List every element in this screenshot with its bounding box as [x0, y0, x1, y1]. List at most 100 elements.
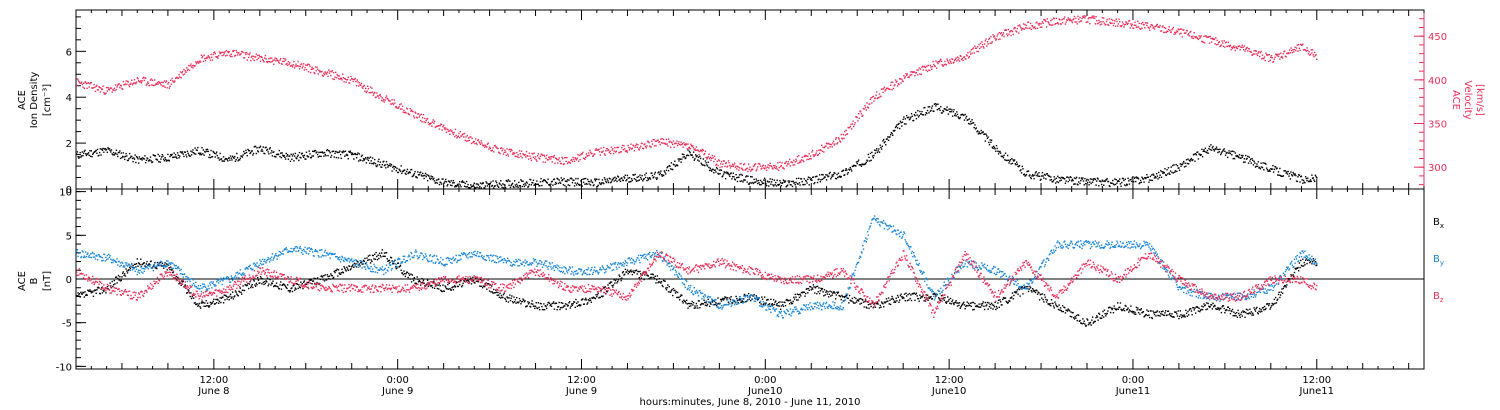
bx-series-point: [268, 283, 270, 285]
ion-density-series-point: [606, 178, 608, 180]
ion-density-series-point: [1157, 178, 1159, 180]
velocity-series-point: [715, 164, 717, 166]
bx-series-point: [238, 291, 241, 293]
velocity-series-point: [775, 166, 778, 168]
bx-series-point: [345, 270, 347, 272]
ion-density-series-point: [1095, 184, 1097, 186]
velocity-series-point: [288, 63, 290, 65]
velocity-series-point: [550, 155, 553, 158]
ion-density-series-point: [502, 183, 504, 185]
bx-series-point: [452, 289, 455, 291]
ion-density-series-point: [864, 162, 867, 165]
velocity-series-point: [997, 38, 1000, 41]
bx-series-point: [332, 276, 335, 279]
ion-density-series-point: [964, 113, 966, 116]
velocity-series-point: [874, 97, 877, 99]
velocity-series-point: [217, 57, 219, 59]
velocity-series-point: [784, 162, 787, 164]
velocity-series-point: [273, 63, 275, 65]
ion-density-series-point: [967, 119, 969, 121]
ion-density-series-point: [976, 131, 978, 133]
velocity-series-point: [894, 84, 896, 86]
velocity-series-point: [523, 153, 525, 156]
bx-series-point: [743, 293, 746, 296]
ion-density-series-point: [179, 155, 181, 157]
velocity-series-point: [801, 156, 803, 158]
velocity-series-point: [976, 50, 978, 53]
bx-series-point: [399, 265, 402, 267]
ion-density-series-point: [580, 180, 582, 182]
ion-density-series-point: [999, 152, 1002, 154]
velocity-series-point: [1168, 26, 1170, 28]
bx-series-point: [126, 270, 128, 272]
ion-density-series-point: [834, 172, 836, 174]
bx-series-point: [653, 276, 655, 279]
ion-density-series-point: [335, 150, 337, 153]
velocity-series-point: [1265, 52, 1267, 54]
ion-density-series-point: [910, 116, 912, 119]
ion-density-series-point: [814, 181, 816, 184]
velocity-series-point: [711, 157, 713, 160]
velocity-series-point: [738, 169, 740, 171]
ion-density-series-point: [330, 154, 333, 157]
bx-series-point: [80, 291, 82, 294]
velocity-series-point: [387, 98, 389, 100]
bx-series-point: [196, 303, 198, 305]
ion-density-series-point: [1015, 161, 1018, 163]
ion-density-series-point: [1071, 178, 1074, 181]
bx-series-point: [534, 305, 537, 307]
velocity-series-point: [779, 161, 781, 163]
velocity-series-point: [251, 55, 253, 57]
ion-density-series-point: [1273, 168, 1276, 171]
velocity-series-point: [339, 78, 341, 81]
ion-density-series-point: [618, 179, 620, 181]
ion-density-series-point: [730, 172, 732, 174]
bx-series-point: [289, 290, 292, 292]
ion-density-series-point: [902, 118, 904, 121]
ion-density-series-point: [619, 178, 621, 181]
bx-series-point: [303, 280, 306, 282]
bx-series-point: [237, 295, 239, 297]
ion-density-series-point: [374, 162, 377, 165]
velocity-series-point: [272, 59, 274, 61]
velocity-series-point: [697, 149, 699, 151]
ion-density-series-point: [180, 151, 182, 153]
ion-density-series-point: [378, 158, 380, 161]
bx-series-point: [693, 307, 696, 309]
velocity-series-point: [676, 140, 678, 142]
velocity-series-point: [126, 83, 128, 86]
ion-density-series-point: [513, 180, 516, 182]
ion-density-series-point: [724, 172, 726, 174]
bx-series-point: [89, 290, 92, 292]
velocity-series-point: [661, 138, 663, 140]
velocity-series-point: [356, 79, 359, 81]
ion-density-series-point: [869, 160, 871, 162]
velocity-series-point: [892, 87, 895, 90]
ion-density-series-point: [1236, 154, 1239, 157]
ion-density-series-point: [190, 154, 193, 156]
velocity-series-point: [1105, 23, 1107, 26]
bx-series-point: [587, 302, 589, 304]
bx-series-point: [603, 286, 606, 289]
bx-series-point: [484, 285, 486, 288]
ion-density-series-point: [415, 176, 418, 178]
velocity-series-point: [962, 59, 964, 62]
velocity-series-point: [198, 61, 200, 63]
velocity-series-point: [1279, 58, 1281, 60]
bx-series-point: [120, 279, 122, 282]
ion-density-series-point: [418, 173, 420, 176]
ion-density-series-point: [458, 183, 460, 185]
velocity-series-point: [314, 66, 317, 68]
ion-density-series-point: [142, 157, 144, 159]
ion-density-series-point: [78, 156, 81, 158]
bx-series-point: [541, 305, 543, 308]
bx-series-point: [338, 272, 340, 274]
velocity-series-point: [124, 83, 126, 86]
velocity-series-point: [98, 86, 101, 89]
velocity-series-point: [988, 37, 991, 40]
ion-density-series-point: [775, 185, 778, 187]
ion-density-series-point: [499, 183, 501, 185]
ion-density-series-point: [658, 173, 661, 176]
ion-density-series-point: [630, 180, 632, 183]
velocity-series-point: [1017, 25, 1019, 27]
